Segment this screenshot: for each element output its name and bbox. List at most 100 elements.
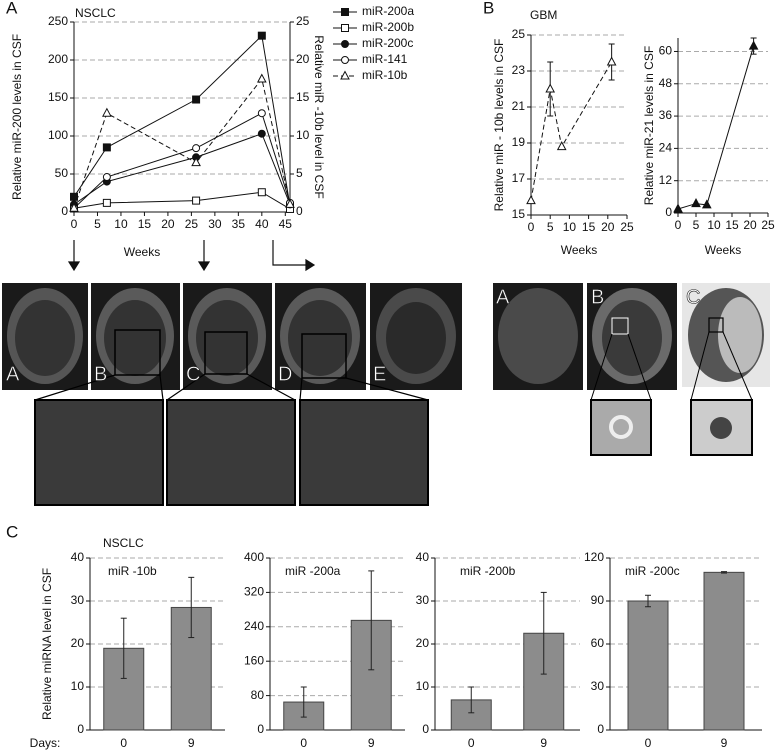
x-tick-label: 15 bbox=[582, 220, 596, 234]
x-tick-label: 20 bbox=[601, 220, 615, 234]
y-tick-label: 0 bbox=[597, 722, 604, 736]
legend-label: miR-141 bbox=[362, 52, 408, 66]
marker bbox=[102, 173, 111, 182]
x-tick-label: 25 bbox=[761, 218, 775, 232]
y-tick-label: 20 bbox=[416, 636, 430, 650]
panel-label: A bbox=[6, 0, 18, 17]
y-tick-label: 50 bbox=[55, 166, 69, 180]
y-tick-label: 240 bbox=[244, 619, 264, 633]
x-tick-label: 0 bbox=[645, 736, 652, 750]
y-tick-label: 0 bbox=[257, 722, 264, 736]
y-tick-label: 40 bbox=[416, 550, 430, 564]
x-axis-label: Days: bbox=[30, 736, 61, 750]
y-axis-label: Relative miR - 10b levels in CSF bbox=[492, 39, 506, 212]
x-tick-label: 25 bbox=[620, 220, 634, 234]
x-axis-label: Weeks bbox=[124, 245, 160, 259]
x-tick-label: 9 bbox=[188, 736, 195, 750]
y-tick-label: 30 bbox=[591, 679, 605, 693]
legend-label: miR-200a bbox=[362, 4, 414, 18]
series-line bbox=[677, 45, 755, 210]
marker bbox=[556, 141, 567, 151]
chart-title: miR -200b bbox=[460, 564, 516, 578]
x-tick-label: 30 bbox=[208, 217, 222, 231]
marker bbox=[102, 198, 111, 207]
y-tick-label: 0 bbox=[61, 204, 68, 218]
x-tick-label: 0 bbox=[71, 217, 78, 231]
marker bbox=[691, 198, 701, 208]
legend-marker bbox=[341, 24, 349, 32]
image-label: C bbox=[686, 286, 700, 308]
y-tick-label: 160 bbox=[244, 653, 264, 667]
legend-label: miR-200c bbox=[362, 36, 413, 50]
x-tick-label: 0 bbox=[300, 736, 307, 750]
marker bbox=[257, 129, 266, 138]
x-tick-label: 10 bbox=[114, 217, 128, 231]
x-tick-label: 5 bbox=[94, 217, 101, 231]
y-axis-label: Relative miRNA level in CSF bbox=[40, 568, 54, 720]
y-tick-label: 20 bbox=[71, 636, 85, 650]
panel-label: C bbox=[6, 522, 18, 541]
group-title: NSCLC bbox=[103, 536, 144, 550]
y2-tick-label: 25 bbox=[296, 14, 310, 28]
y-tick-label: 80 bbox=[251, 688, 265, 702]
marker bbox=[192, 95, 201, 104]
image-label: B bbox=[591, 286, 604, 308]
y-tick-label: 40 bbox=[71, 550, 85, 564]
y-tick-label: 12 bbox=[659, 173, 673, 187]
chart-title: GBM bbox=[530, 8, 557, 22]
y-tick-label: 10 bbox=[416, 679, 430, 693]
mri-row-b: A B C bbox=[493, 283, 770, 456]
y2-tick-label: 20 bbox=[296, 52, 310, 66]
marker bbox=[545, 83, 556, 93]
y-tick-label: 48 bbox=[659, 76, 673, 90]
marker bbox=[69, 202, 79, 212]
y2-tick-label: 15 bbox=[296, 90, 310, 104]
image-label: C bbox=[186, 363, 200, 385]
bar bbox=[703, 571, 745, 731]
series-line bbox=[530, 61, 613, 201]
marker bbox=[191, 157, 201, 167]
legend-label: miR-200b bbox=[362, 20, 414, 34]
y-tick-label: 36 bbox=[659, 108, 673, 122]
x-tick-label: 9 bbox=[368, 736, 375, 750]
chart-title: miR -10b bbox=[108, 564, 157, 578]
legend-marker bbox=[340, 70, 350, 80]
x-tick-label: 0 bbox=[528, 220, 535, 234]
image-label: B bbox=[94, 363, 107, 385]
y2-tick-label: 5 bbox=[296, 166, 303, 180]
x-tick-label: 0 bbox=[468, 736, 475, 750]
marker bbox=[285, 198, 295, 208]
y-tick-label: 150 bbox=[48, 90, 68, 104]
marker bbox=[606, 56, 617, 66]
y-tick-label: 25 bbox=[512, 27, 526, 41]
x-tick-label: 0 bbox=[675, 218, 682, 232]
x-tick-label: 45 bbox=[279, 217, 293, 231]
marker bbox=[257, 109, 266, 118]
y2-tick-label: 0 bbox=[296, 204, 303, 218]
x-tick-label: 9 bbox=[721, 736, 728, 750]
x-tick-label: 20 bbox=[743, 218, 757, 232]
y-tick-label: 60 bbox=[659, 44, 673, 58]
marker bbox=[192, 196, 201, 205]
y-tick-label: 0 bbox=[422, 722, 429, 736]
y-tick-label: 400 bbox=[244, 550, 264, 564]
y2-axis-label: Relative miR -10b level in CSF bbox=[312, 35, 326, 198]
y-tick-label: 120 bbox=[584, 550, 604, 564]
x-tick-label: 9 bbox=[540, 736, 547, 750]
bar bbox=[627, 600, 669, 731]
x-tick-label: 15 bbox=[725, 218, 739, 232]
y-tick-label: 19 bbox=[512, 135, 526, 149]
y-tick-label: 200 bbox=[48, 52, 68, 66]
y-tick-label: 100 bbox=[48, 128, 68, 142]
mri-row-a: A B C D E bbox=[2, 283, 462, 506]
panel-label: B bbox=[483, 0, 494, 17]
x-tick-label: 0 bbox=[120, 736, 127, 750]
image-label: E bbox=[373, 363, 386, 385]
marker bbox=[526, 195, 536, 205]
x-axis-label: Weeks bbox=[561, 243, 597, 257]
y-axis-label: Relative miR-200 levels in CSF bbox=[10, 34, 24, 200]
x-tick-label: 20 bbox=[161, 217, 175, 231]
x-tick-label: 10 bbox=[563, 220, 577, 234]
y-tick-label: 17 bbox=[512, 171, 526, 185]
